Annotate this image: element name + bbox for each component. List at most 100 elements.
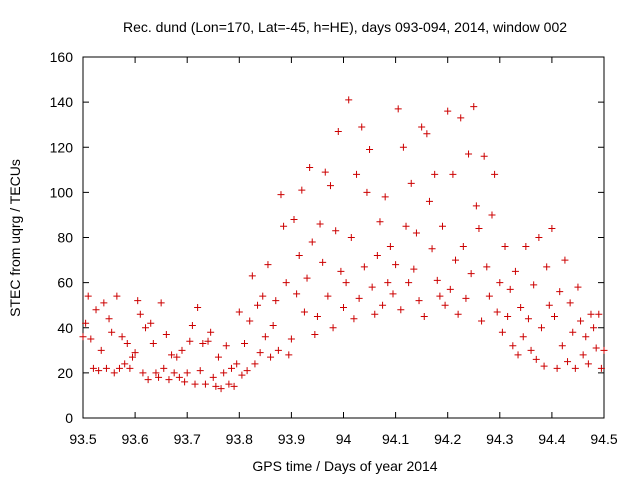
data-point bbox=[126, 364, 134, 372]
data-point bbox=[389, 290, 397, 298]
data-point bbox=[441, 301, 449, 309]
data-point bbox=[407, 179, 415, 187]
data-point bbox=[251, 360, 259, 368]
data-point bbox=[313, 312, 321, 320]
data-point bbox=[524, 315, 532, 323]
data-point bbox=[543, 263, 551, 271]
y-tick-label: 20 bbox=[57, 365, 73, 381]
data-point bbox=[590, 324, 598, 332]
data-point bbox=[506, 285, 514, 293]
data-point bbox=[214, 353, 222, 361]
data-point bbox=[170, 369, 178, 377]
y-tick-label: 140 bbox=[50, 94, 74, 110]
data-point bbox=[579, 351, 587, 359]
data-point bbox=[295, 252, 303, 260]
data-point bbox=[418, 123, 426, 131]
x-tick-label: 94.1 bbox=[382, 431, 409, 447]
x-tick-label: 93.9 bbox=[278, 431, 305, 447]
data-point bbox=[115, 364, 123, 372]
y-tick-label: 40 bbox=[57, 320, 73, 336]
data-point bbox=[412, 229, 420, 237]
data-point bbox=[186, 337, 194, 345]
data-point bbox=[467, 270, 475, 278]
data-point bbox=[425, 197, 433, 205]
data-point bbox=[420, 312, 428, 320]
data-point bbox=[514, 351, 522, 359]
data-point bbox=[227, 364, 235, 372]
data-point bbox=[183, 369, 191, 377]
data-point bbox=[134, 297, 142, 305]
data-point bbox=[233, 360, 241, 368]
data-point bbox=[532, 355, 540, 363]
data-point bbox=[392, 261, 400, 269]
data-point bbox=[97, 346, 105, 354]
data-point bbox=[397, 306, 405, 314]
data-point bbox=[386, 243, 394, 251]
data-point bbox=[285, 351, 293, 359]
data-point bbox=[355, 294, 363, 302]
data-point bbox=[105, 315, 113, 323]
y-tick-label: 60 bbox=[57, 275, 73, 291]
data-point bbox=[569, 328, 577, 336]
y-tick-label: 80 bbox=[57, 230, 73, 246]
data-point bbox=[433, 276, 441, 284]
data-point bbox=[155, 373, 163, 381]
data-point bbox=[264, 261, 272, 269]
y-axis-label: STEC from uqrg / TECUs bbox=[7, 159, 23, 317]
data-point bbox=[454, 310, 462, 318]
data-point bbox=[87, 335, 95, 343]
data-point bbox=[82, 319, 90, 327]
data-point bbox=[128, 353, 136, 361]
data-point bbox=[319, 258, 327, 266]
data-point bbox=[582, 333, 590, 341]
data-point bbox=[238, 371, 246, 379]
data-point bbox=[472, 202, 480, 210]
data-point bbox=[511, 267, 519, 275]
data-point bbox=[551, 312, 559, 320]
data-point bbox=[342, 279, 350, 287]
data-point bbox=[457, 114, 465, 122]
data-point bbox=[366, 146, 374, 154]
data-point bbox=[405, 279, 413, 287]
data-point bbox=[308, 238, 316, 246]
data-point bbox=[530, 281, 538, 289]
data-point bbox=[321, 168, 329, 176]
data-point bbox=[235, 308, 243, 316]
data-point bbox=[118, 333, 126, 341]
data-point bbox=[212, 382, 220, 390]
data-point bbox=[587, 310, 595, 318]
y-tick-label: 0 bbox=[65, 410, 73, 426]
data-point bbox=[517, 303, 525, 311]
data-point bbox=[204, 337, 212, 345]
data-point bbox=[326, 182, 334, 190]
data-point bbox=[100, 299, 108, 307]
data-point bbox=[274, 346, 282, 354]
data-point bbox=[566, 299, 574, 307]
data-point bbox=[415, 297, 423, 305]
data-point bbox=[225, 380, 233, 388]
data-point bbox=[376, 218, 384, 226]
data-point bbox=[480, 152, 488, 160]
data-point bbox=[332, 227, 340, 235]
data-point bbox=[306, 164, 314, 172]
data-point bbox=[478, 317, 486, 325]
data-point bbox=[92, 306, 100, 314]
data-point bbox=[496, 279, 504, 287]
data-point bbox=[217, 385, 225, 393]
x-axis-label: GPS time / Days of year 2014 bbox=[252, 458, 437, 474]
y-tick-label: 100 bbox=[50, 184, 74, 200]
data-point bbox=[553, 364, 561, 372]
data-point bbox=[522, 243, 530, 251]
data-point bbox=[504, 312, 512, 320]
data-point bbox=[102, 364, 110, 372]
data-point bbox=[311, 331, 319, 339]
data-point bbox=[410, 265, 418, 273]
data-point bbox=[537, 324, 545, 332]
data-point bbox=[300, 308, 308, 316]
data-point bbox=[501, 243, 509, 251]
data-point bbox=[597, 364, 605, 372]
data-point bbox=[175, 373, 183, 381]
data-point bbox=[577, 317, 585, 325]
data-point bbox=[491, 170, 499, 178]
